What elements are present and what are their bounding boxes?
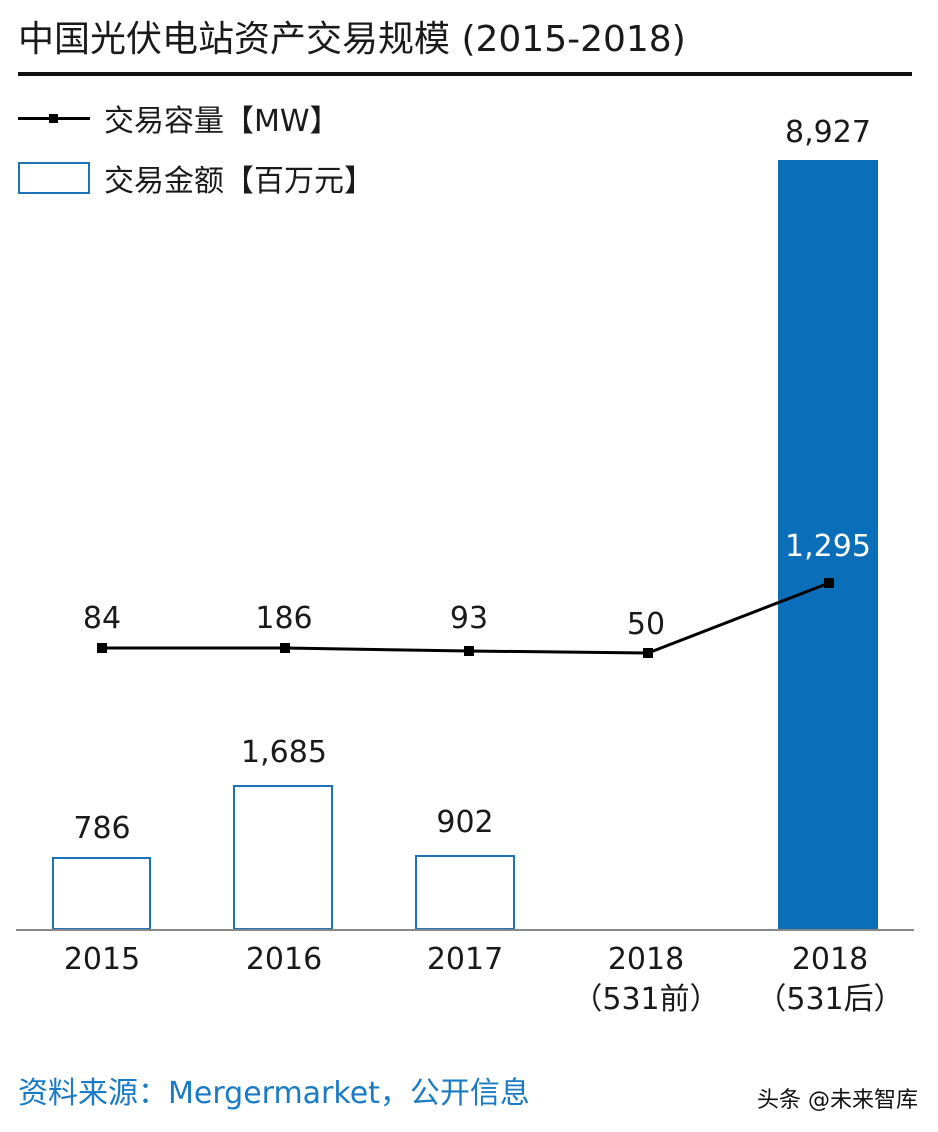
legend-item-capacity: 交易容量【MW】 (18, 98, 340, 139)
point-2018-before (643, 648, 653, 658)
bar-2015 (52, 857, 151, 930)
bar-value-label: 1,685 (241, 735, 327, 770)
source-note: 资料来源：Mergermarket，公开信息 (18, 1076, 530, 1111)
legend-label-amount: 交易金额【百万元】 (104, 164, 374, 199)
bar-2016 (233, 785, 333, 930)
x-tick-label: 2016 (245, 942, 323, 977)
bar-swatch-icon (18, 162, 90, 194)
x-tick-label: 2015 (63, 942, 141, 977)
line-value-label: 84 (82, 601, 122, 636)
bar-value-label: 902 (436, 805, 494, 840)
line-marker-icon (18, 98, 90, 138)
x-tick-label: 2018 （531前） (572, 942, 720, 1017)
line-value-label: 50 (626, 607, 666, 642)
point-2016 (280, 643, 290, 653)
line-value-label: 93 (449, 601, 489, 636)
point-2015 (97, 643, 107, 653)
bar-2018-after (778, 160, 878, 929)
bar-value-label: 786 (73, 811, 131, 846)
x-tick-label: 2017 (426, 942, 504, 977)
watermark: 头条 @未来智库 (757, 1088, 918, 1113)
point-2017 (464, 646, 474, 656)
title-divider (18, 72, 912, 76)
line-value-label: 1,295 (785, 529, 871, 564)
bar-2017 (415, 855, 515, 930)
bar-value-label: 8,927 (785, 115, 871, 150)
legend-item-amount: 交易金额【百万元】 (18, 158, 374, 199)
chart-title: 中国光伏电站资产交易规模 (2015-2018) (18, 19, 686, 60)
line-value-label: 186 (255, 601, 313, 636)
legend-label-capacity: 交易容量【MW】 (104, 104, 340, 139)
x-tick-label: 2018 （531后） (756, 942, 904, 1017)
point-2018-after (824, 578, 834, 588)
